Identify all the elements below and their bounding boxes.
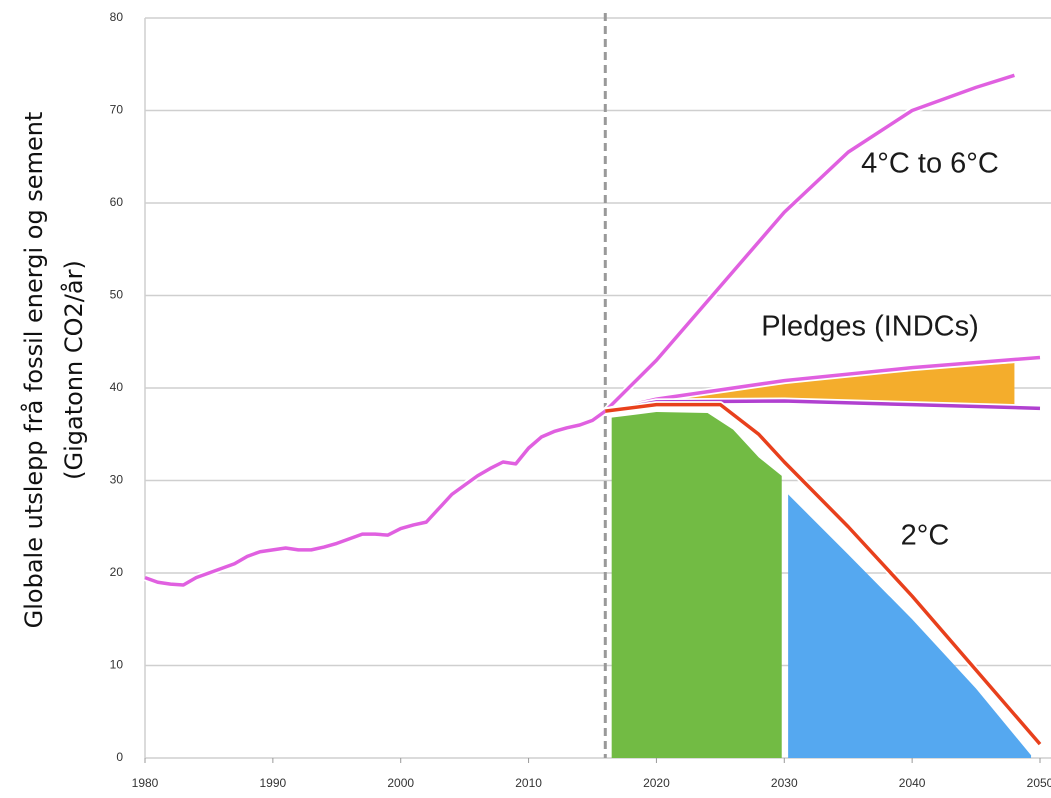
y-tick-label: 30 [110,473,124,487]
annotation: 2°C [901,520,950,552]
y-tick-label: 0 [116,750,123,764]
x-tick-label: 2050 [1027,776,1051,790]
line [604,73,1015,413]
x-tick-label: 2000 [387,776,414,790]
y-tick-label: 20 [110,565,124,579]
area [788,494,1032,758]
y-tick-label: 70 [110,103,124,117]
y-tick-label: 40 [110,380,124,394]
line [605,402,1042,746]
y-tick-label: 60 [110,195,124,209]
annotation: Pledges (INDCs) [761,311,979,343]
y-axis-label: Globale utslepp frå fossil energi og sem… [19,112,48,629]
area [656,363,1015,406]
x-tick-label: 1990 [260,776,287,790]
line-halo [143,408,608,589]
x-tick-label: 2010 [515,776,542,790]
y-tick-label: 80 [110,10,124,24]
y-axis-label: (Gigatonn CO2/år) [59,260,88,480]
area [611,412,782,758]
line [144,409,607,587]
x-tick-label: 2020 [643,776,670,790]
annotation: 4°C to 6°C [861,148,999,180]
x-tick-label: 2030 [771,776,798,790]
x-tick-label: 1980 [132,776,159,790]
y-tick-label: 10 [110,658,124,672]
x-tick-label: 2040 [899,776,926,790]
line-halo [602,72,1016,414]
y-tick-label: 50 [110,288,124,302]
